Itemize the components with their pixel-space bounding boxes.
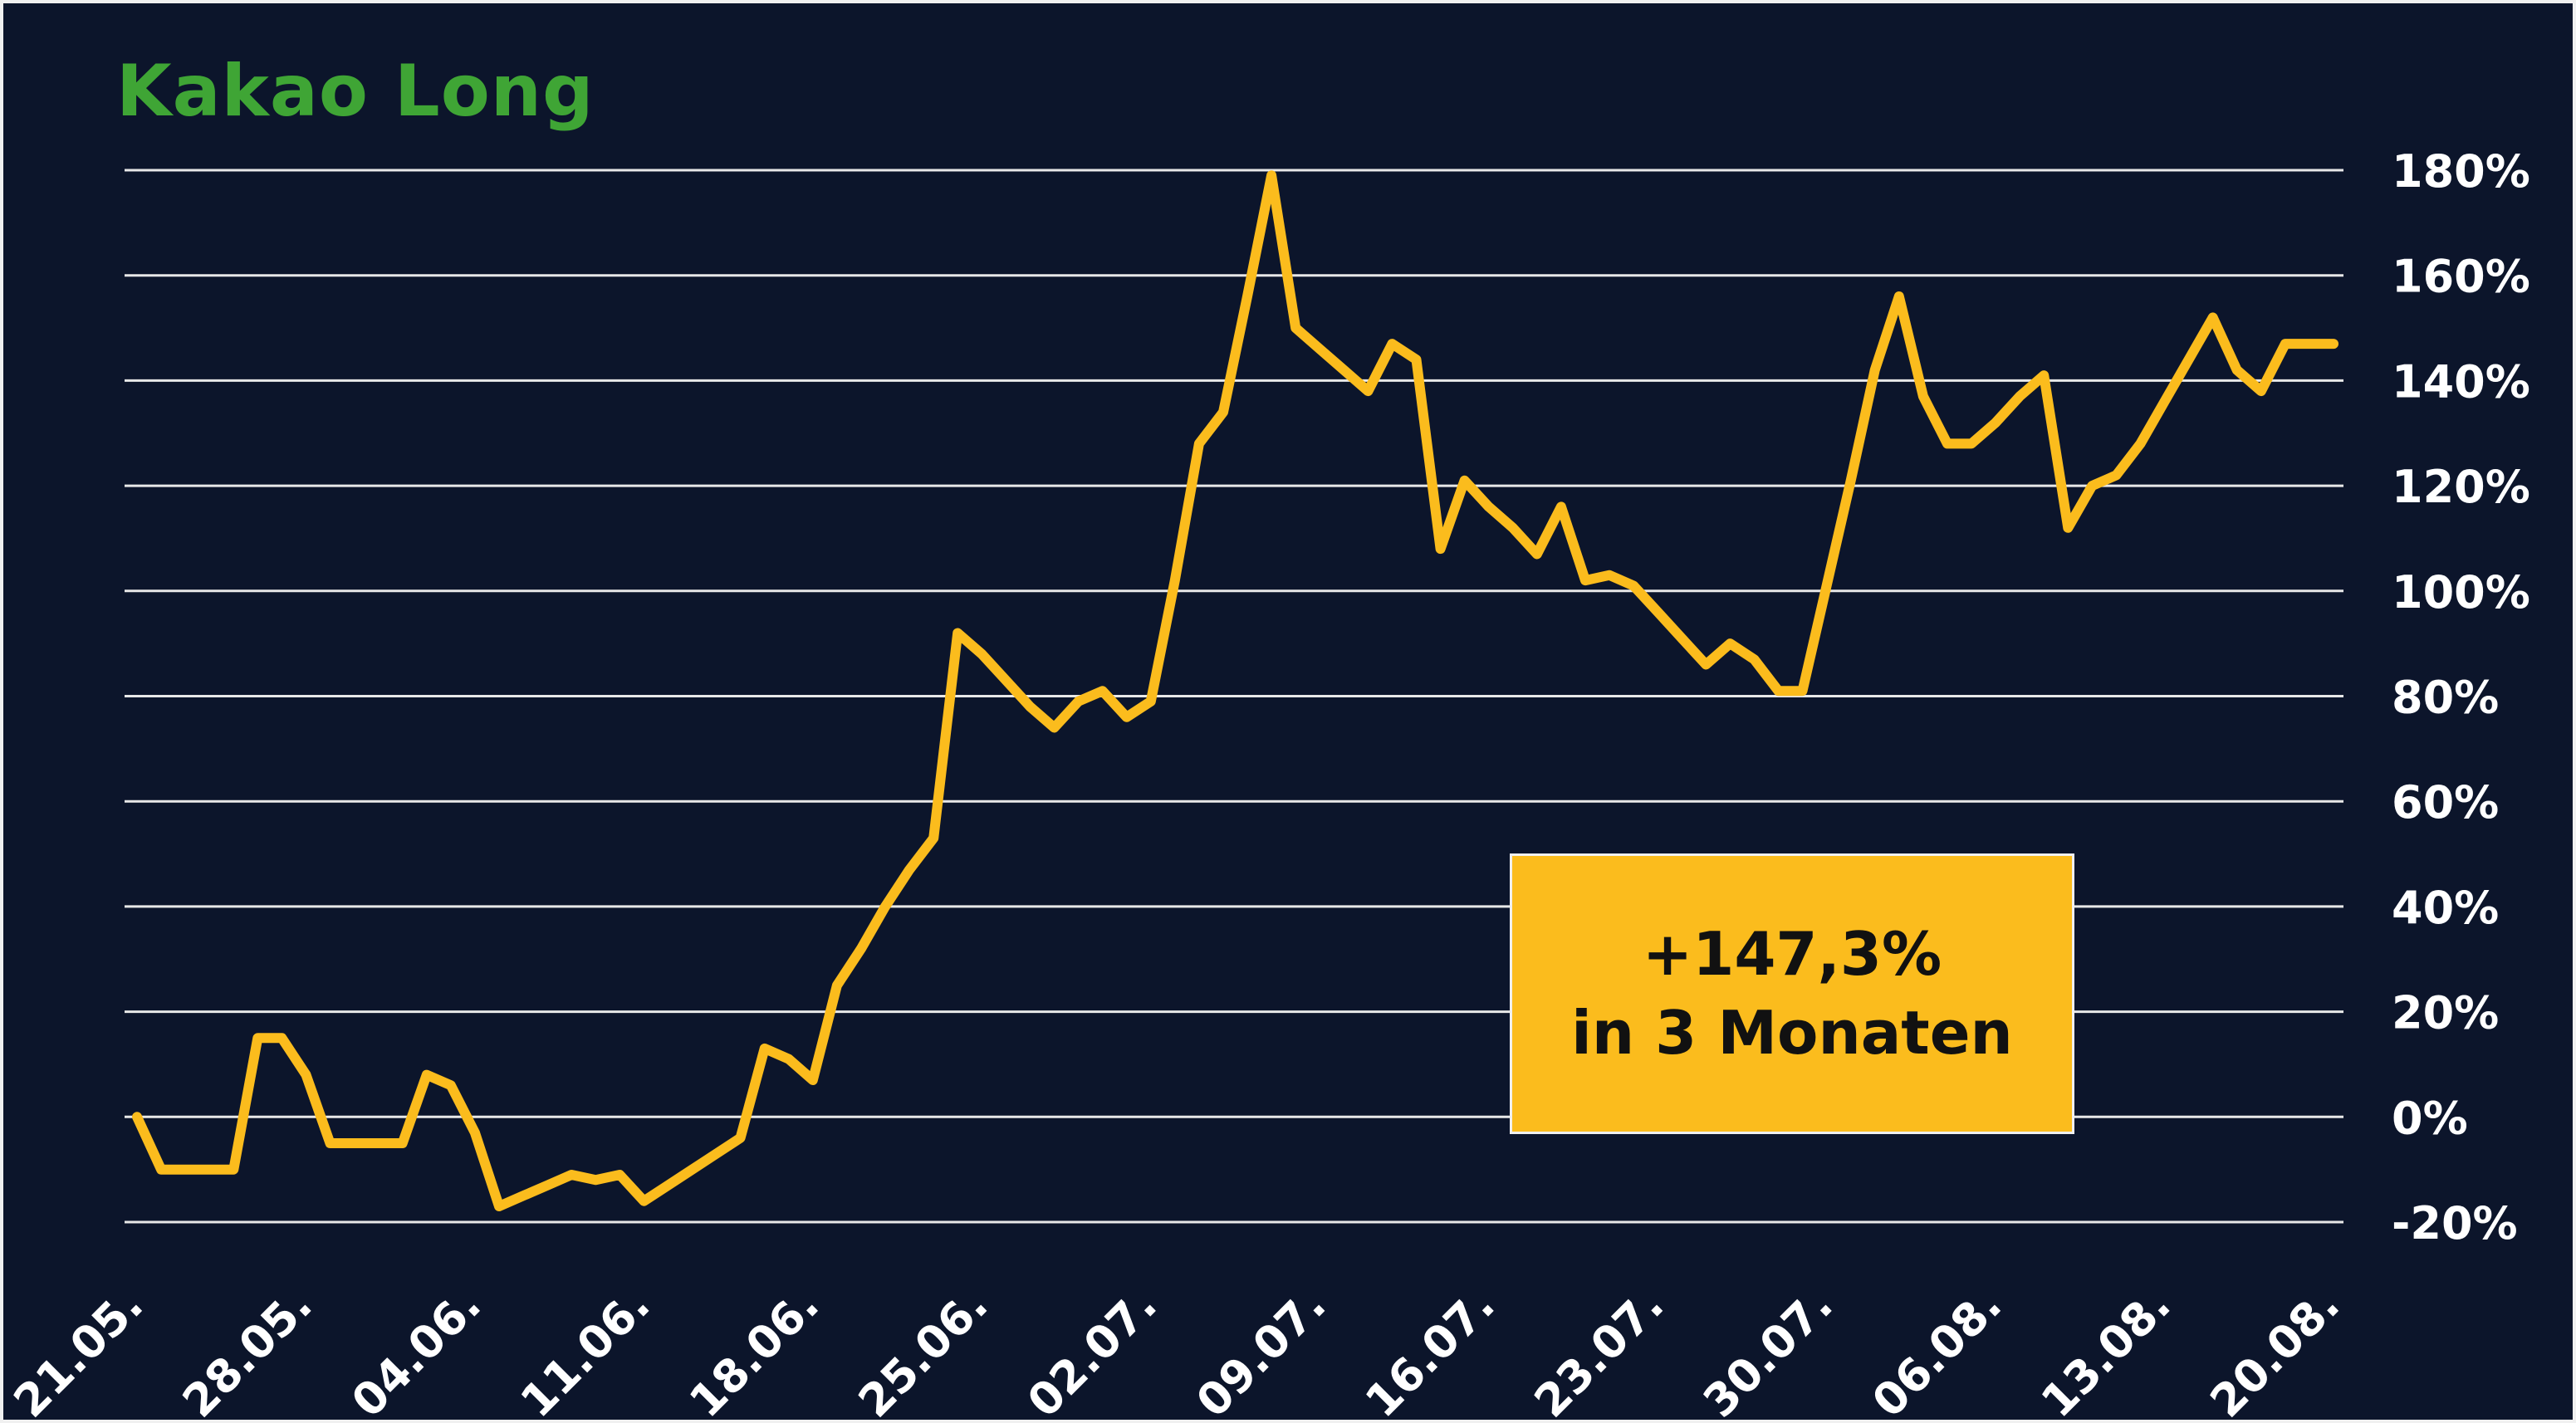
y-tick-label: 140% [2392,355,2530,408]
y-tick-label: 160% [2392,251,2530,303]
y-tick-label: 60% [2392,776,2499,829]
callout-background [1510,853,2074,1134]
y-tick-label: 80% [2392,672,2499,724]
y-tick-label: -20% [2392,1197,2518,1249]
y-tick-label: 120% [2392,461,2530,513]
y-tick-label: 180% [2392,145,2530,198]
y-tick-label: 20% [2392,987,2499,1039]
callout-line-2: in 3 Monaten [1571,998,2013,1068]
series-line [132,170,2338,1211]
series-group [132,170,2338,1211]
y-tick-label: 0% [2392,1092,2468,1144]
callout-line-1: +147,3% [1642,918,1942,989]
performance-callout: +147,3% in 3 Monaten [1510,853,2074,1134]
y-tick-label: 40% [2392,882,2499,934]
y-tick-label: 100% [2392,566,2530,619]
y-axis-tick-labels: -20% 0% 20% 40% 60% 80% 100% 120% 140% 160% 180% [2392,145,2530,1249]
chart-title: Kakao Long [116,50,595,133]
